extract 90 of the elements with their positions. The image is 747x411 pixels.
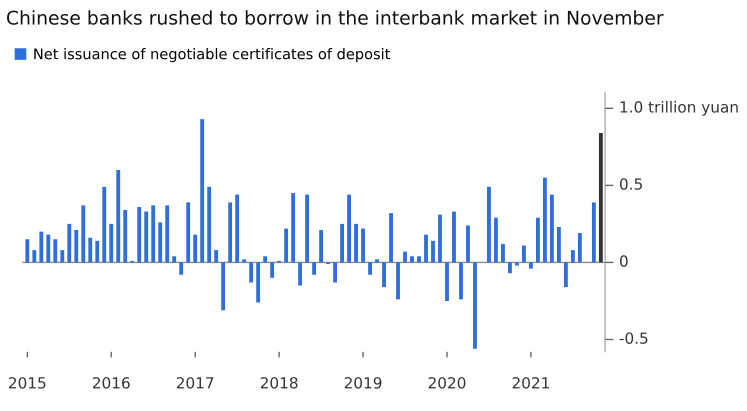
- bar: [438, 214, 442, 262]
- bar: [207, 186, 212, 262]
- y-tick-label: 0: [620, 255, 628, 267]
- bar: [109, 224, 114, 262]
- bar: [193, 234, 198, 262]
- bar: [382, 262, 386, 288]
- bar: [417, 256, 421, 262]
- bar: [116, 170, 120, 262]
- bar: [564, 262, 568, 288]
- x-tick-label: 2016: [92, 377, 130, 389]
- bar: [508, 262, 512, 274]
- bar: [123, 210, 128, 262]
- bar: [347, 194, 351, 262]
- bar: [466, 225, 470, 262]
- bar: [340, 224, 344, 262]
- bar: [60, 250, 64, 262]
- bar: [235, 194, 240, 262]
- bar: [242, 259, 246, 262]
- bar: [312, 262, 316, 275]
- bar: [396, 262, 400, 300]
- bar: [452, 212, 456, 262]
- bar: [88, 238, 92, 262]
- bar: [214, 250, 218, 262]
- bar: [221, 262, 226, 310]
- bar: [263, 256, 268, 262]
- bar: [32, 250, 36, 262]
- bar: [445, 262, 449, 301]
- bar: [151, 205, 156, 262]
- bar: [550, 194, 554, 262]
- bar: [291, 193, 296, 262]
- bar: [67, 224, 72, 262]
- bar: [39, 232, 44, 262]
- x-tick-label: 2018: [260, 377, 298, 389]
- bar: [487, 186, 491, 262]
- bar: [298, 262, 302, 286]
- bar: [186, 202, 190, 262]
- y-tick-label: 1.0 trillion yuan: [620, 100, 738, 116]
- bar: [74, 230, 78, 262]
- bar: [494, 218, 498, 262]
- bar: [305, 194, 310, 262]
- bar: [53, 239, 58, 262]
- bar: [375, 259, 379, 262]
- bar: [459, 262, 463, 300]
- bar: [570, 250, 575, 262]
- bar: [228, 202, 232, 262]
- bar: [165, 205, 170, 262]
- bar: [424, 234, 428, 262]
- bar: [431, 240, 435, 262]
- bar: [179, 262, 184, 275]
- bar: [137, 206, 142, 262]
- chart-title: Chinese banks rushed to borrow in the interbank market in November: [7, 10, 664, 25]
- bar: [270, 262, 274, 278]
- y-tick-label: 0.5: [620, 178, 642, 190]
- bar: [501, 244, 505, 262]
- bar: [319, 230, 324, 262]
- bar: [368, 262, 372, 275]
- bar: [361, 228, 365, 262]
- bar: [46, 234, 50, 262]
- y-tick-label: -0.5: [620, 332, 648, 344]
- bar: [249, 262, 254, 282]
- bar: [389, 213, 393, 262]
- x-tick-label: 2017: [176, 377, 214, 389]
- bar: [410, 256, 414, 262]
- bar: [542, 178, 547, 262]
- bar: [333, 262, 337, 282]
- bar: [515, 262, 519, 266]
- bar: [556, 226, 561, 262]
- bar: [25, 239, 30, 262]
- bar: [284, 228, 288, 262]
- x-tick-label: 2019: [344, 377, 382, 389]
- bar: [529, 262, 533, 269]
- bar: [102, 186, 106, 262]
- x-tick-label: 2015: [8, 377, 46, 389]
- bar: [354, 224, 358, 262]
- bar: [522, 245, 526, 262]
- bar: [158, 222, 162, 262]
- x-tick-label: 2020: [428, 377, 466, 389]
- bar: [536, 218, 540, 262]
- bar: [144, 212, 148, 262]
- bar: [592, 202, 596, 262]
- bar: [95, 240, 100, 262]
- bar: [256, 262, 260, 302]
- bar: [473, 262, 477, 349]
- bar: [200, 119, 204, 262]
- x-tick-label: 2021: [512, 377, 549, 389]
- bar: [403, 252, 407, 262]
- bar: [81, 205, 86, 262]
- bar: [598, 132, 603, 262]
- legend-label: Net issuance of negotiable certificates of deposit: [34, 48, 390, 62]
- bar: [578, 233, 582, 262]
